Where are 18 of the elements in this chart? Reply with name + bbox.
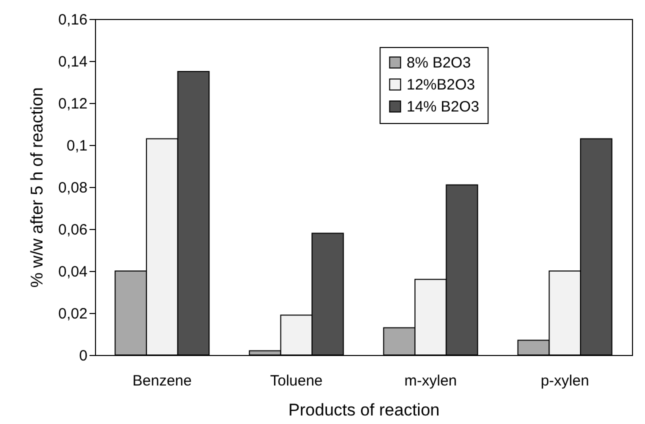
y-tick-label: 0,08 — [58, 180, 88, 196]
x-axis-title: Products of reaction — [288, 400, 440, 420]
y-tick-label: 0 — [79, 348, 88, 364]
y-axis-title: % w/w after 5 h of reaction — [27, 87, 46, 288]
x-tick-label: Benzene — [132, 372, 192, 390]
y-tick-label: 0,16 — [58, 12, 88, 28]
x-tick-label: p-xylen — [540, 372, 590, 390]
legend-label: 12%B2O3 — [406, 76, 475, 94]
y-tick-label: 0,02 — [58, 306, 88, 322]
x-tick-label: m-xylen — [404, 372, 457, 390]
y-tick-label: 0,06 — [58, 222, 88, 238]
y-tick-label: 0,14 — [58, 54, 88, 70]
y-tick-label: 0,1 — [66, 138, 88, 154]
y-tick-label: 0,12 — [58, 96, 88, 112]
x-tick-label: Toluene — [270, 372, 323, 390]
legend-label: 8% B2O3 — [406, 54, 471, 72]
y-tick-label: 0,04 — [58, 264, 88, 280]
legend-label: 14% B2O3 — [406, 98, 480, 116]
